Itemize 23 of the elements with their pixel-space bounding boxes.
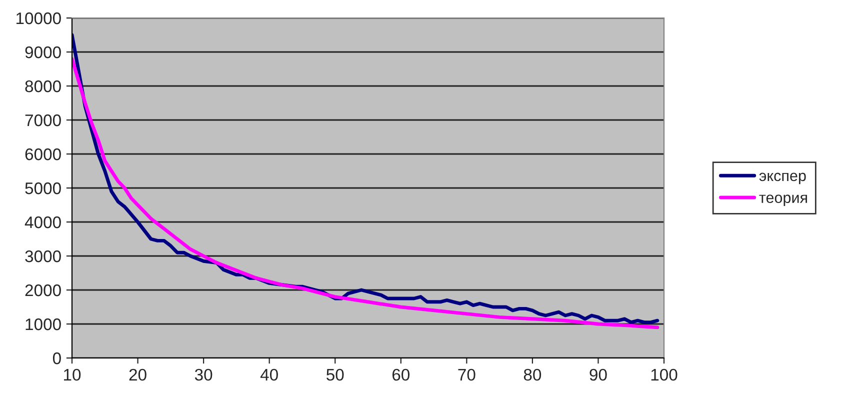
y-tick-label: 2000 xyxy=(25,284,61,296)
x-tick-label: 70 xyxy=(458,368,476,381)
y-tick-label: 8000 xyxy=(25,80,61,92)
x-tick-label: 80 xyxy=(524,368,542,381)
x-tick-label: 20 xyxy=(129,368,146,381)
y-tick-label: 9000 xyxy=(25,46,61,58)
y-tick-label: 10000 xyxy=(16,12,61,24)
x-tick-label: 40 xyxy=(260,368,278,381)
y-tick-label: 4000 xyxy=(24,216,61,228)
y-tick-label: 6000 xyxy=(25,148,61,160)
y-tick-label: 1000 xyxy=(26,318,61,330)
x-tick-label: 30 xyxy=(194,368,212,381)
y-tick-label: 5000 xyxy=(25,182,61,194)
y-tick-label: 3000 xyxy=(25,250,61,262)
legend-label: экспер xyxy=(759,172,806,184)
x-tick-label: 100 xyxy=(651,368,678,381)
x-tick-label: 10 xyxy=(64,368,81,381)
legend-label: теория xyxy=(759,194,807,206)
x-tick-label: 90 xyxy=(590,368,607,381)
x-tick-label: 60 xyxy=(392,368,410,381)
y-tick-label: 0 xyxy=(52,352,61,364)
y-tick-label: 7000 xyxy=(25,114,61,126)
x-tick-label: 50 xyxy=(326,368,344,381)
